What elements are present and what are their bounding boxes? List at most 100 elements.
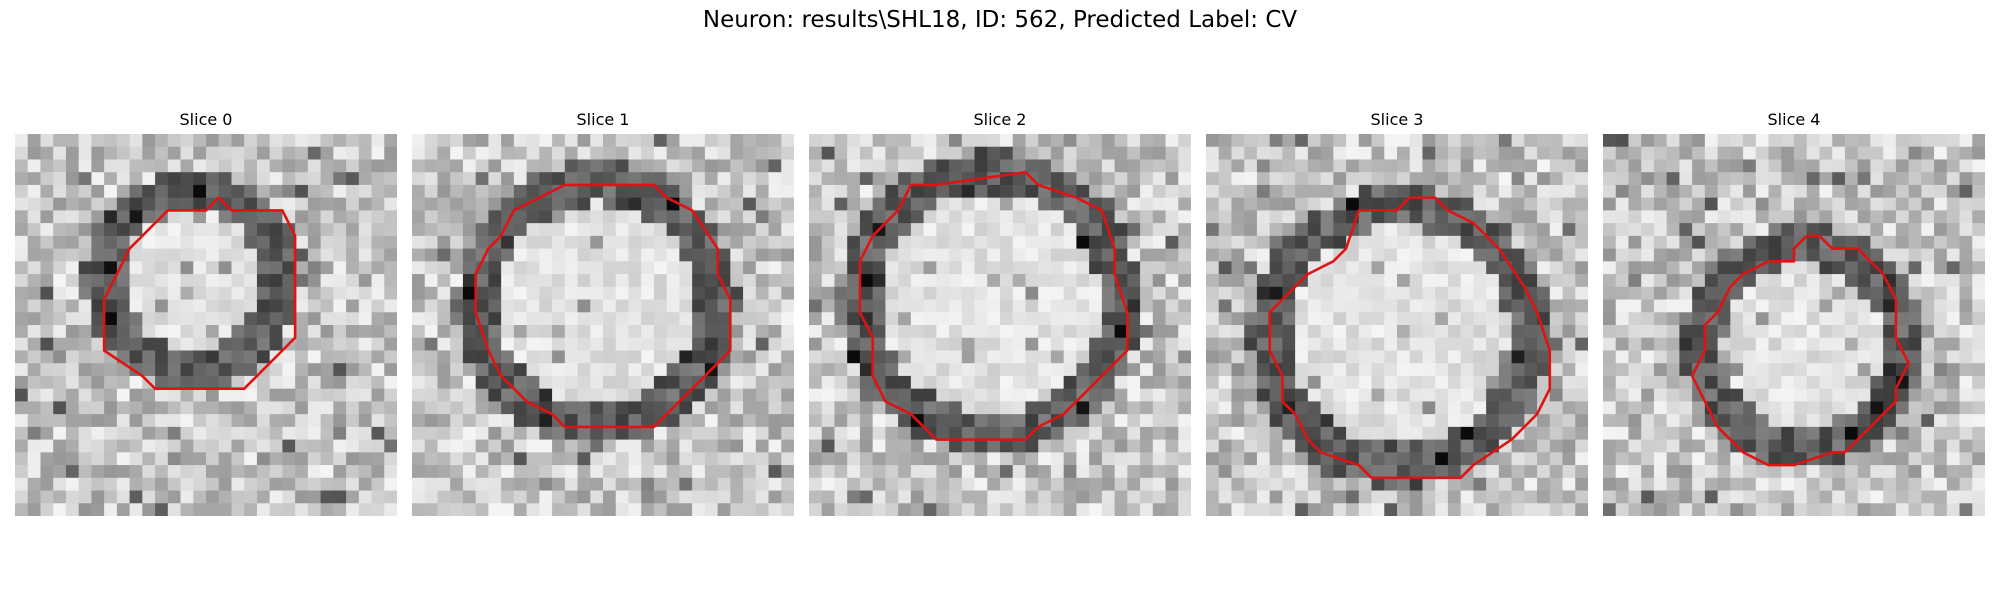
pixel bbox=[1743, 223, 1757, 237]
pixel bbox=[1397, 146, 1411, 161]
pixel bbox=[1511, 375, 1525, 390]
pixel bbox=[1269, 325, 1283, 339]
pixel bbox=[40, 210, 54, 224]
pixel bbox=[974, 439, 988, 453]
pixel bbox=[1794, 248, 1808, 262]
pixel bbox=[104, 490, 118, 504]
pixel bbox=[437, 439, 451, 453]
pixel bbox=[1603, 134, 1617, 148]
pixel bbox=[320, 452, 334, 466]
pixel bbox=[53, 337, 67, 352]
slice-panel-1: Slice 1 bbox=[412, 110, 794, 516]
pixel bbox=[424, 503, 439, 516]
pixel bbox=[116, 426, 131, 441]
pixel bbox=[513, 401, 528, 415]
pixel bbox=[244, 325, 258, 339]
pixel bbox=[577, 452, 591, 466]
pixel bbox=[834, 210, 848, 224]
pixel bbox=[295, 146, 309, 161]
pixel bbox=[1384, 477, 1398, 492]
pixel bbox=[781, 375, 794, 390]
pixel bbox=[1755, 274, 1770, 288]
pixel bbox=[412, 350, 426, 364]
pixel bbox=[1320, 426, 1334, 441]
pixel bbox=[1549, 261, 1564, 275]
pixel bbox=[1857, 490, 1871, 504]
pixel bbox=[129, 401, 143, 415]
pixel bbox=[1384, 414, 1398, 428]
pixel bbox=[1165, 439, 1179, 453]
pixel bbox=[539, 274, 553, 288]
pixel bbox=[1603, 184, 1617, 199]
pixel bbox=[1959, 286, 1973, 301]
pixel bbox=[615, 299, 630, 313]
pixel bbox=[320, 388, 334, 402]
pixel bbox=[206, 426, 220, 441]
pixel bbox=[768, 388, 782, 402]
pixel bbox=[1409, 401, 1424, 415]
pixel bbox=[1641, 465, 1655, 479]
pixel bbox=[552, 363, 566, 377]
pixel bbox=[1178, 172, 1191, 186]
pixel bbox=[244, 146, 258, 161]
pixel bbox=[743, 197, 757, 211]
pixel bbox=[1870, 477, 1884, 492]
pixel bbox=[1152, 172, 1167, 186]
pixel bbox=[1768, 503, 1782, 516]
pixel bbox=[91, 477, 105, 492]
pixel bbox=[1460, 452, 1474, 466]
pixel bbox=[628, 452, 642, 466]
pixel bbox=[1972, 286, 1985, 301]
pixel bbox=[910, 223, 925, 237]
pixel bbox=[781, 325, 794, 339]
pixel bbox=[282, 477, 296, 492]
pixel bbox=[539, 388, 553, 402]
pixel bbox=[1282, 337, 1296, 352]
pixel bbox=[1409, 465, 1424, 479]
pixel bbox=[1743, 325, 1757, 339]
pixel bbox=[1549, 388, 1564, 402]
pixel bbox=[1206, 477, 1220, 492]
pixel bbox=[755, 325, 770, 339]
pixel bbox=[91, 184, 105, 199]
pixel bbox=[231, 452, 245, 466]
pixel bbox=[590, 452, 604, 466]
pixel bbox=[206, 414, 220, 428]
pixel bbox=[910, 299, 925, 313]
pixel bbox=[78, 503, 92, 516]
pixel bbox=[834, 159, 848, 173]
pixel bbox=[1422, 503, 1436, 516]
pixel bbox=[1755, 325, 1770, 339]
pixel bbox=[1358, 426, 1373, 441]
pixel bbox=[1537, 172, 1551, 186]
pixel bbox=[1435, 134, 1449, 148]
pixel bbox=[1653, 375, 1668, 390]
pixel bbox=[346, 325, 360, 339]
pixel bbox=[1307, 286, 1322, 301]
pixel bbox=[768, 146, 782, 161]
pixel bbox=[513, 146, 528, 161]
pixel bbox=[1755, 299, 1770, 313]
pixel bbox=[15, 312, 29, 326]
pixel bbox=[437, 134, 451, 148]
pixel bbox=[412, 274, 426, 288]
pixel bbox=[1743, 426, 1757, 441]
pixel bbox=[295, 286, 309, 301]
pixel bbox=[1895, 134, 1910, 148]
pixel bbox=[1333, 490, 1347, 504]
pixel bbox=[218, 312, 233, 326]
pixel bbox=[1127, 184, 1141, 199]
pixel bbox=[1165, 159, 1179, 173]
pixel bbox=[1231, 325, 1245, 339]
pixel bbox=[256, 325, 271, 339]
pixel bbox=[1959, 337, 1973, 352]
pixel bbox=[781, 210, 794, 224]
pixel bbox=[1409, 146, 1424, 161]
pixel bbox=[1806, 235, 1821, 250]
pixel bbox=[949, 503, 963, 516]
pixel bbox=[1358, 184, 1373, 199]
pixel bbox=[371, 134, 385, 148]
pixel bbox=[1908, 184, 1922, 199]
pixel bbox=[155, 452, 169, 466]
pixel bbox=[821, 388, 836, 402]
